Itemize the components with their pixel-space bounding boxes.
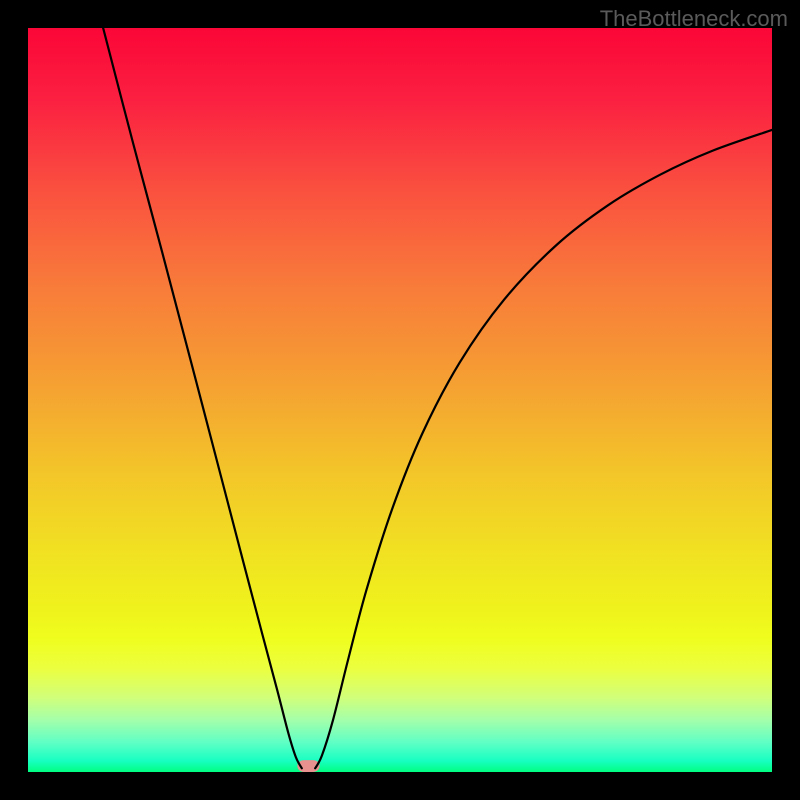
bottleneck-chart: TheBottleneck.com	[0, 0, 800, 800]
chart-svg	[0, 0, 800, 800]
watermark-text: TheBottleneck.com	[600, 6, 788, 32]
